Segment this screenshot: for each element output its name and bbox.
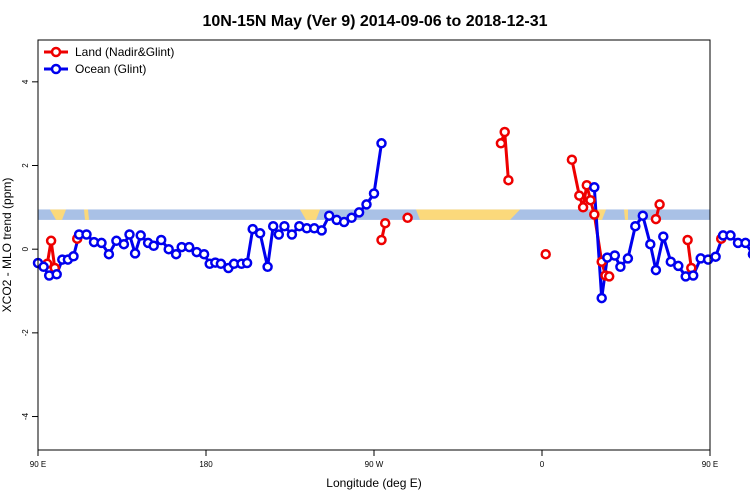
legend-label-land: Land (Nadir&Glint): [75, 45, 174, 59]
reference-band: [38, 209, 710, 220]
data-point-ocean: [673, 260, 684, 272]
data-point-ocean: [262, 261, 273, 273]
data-point-land: [585, 194, 596, 206]
legend: Land (Nadir&Glint) Ocean (Glint): [44, 45, 174, 76]
data-point-ocean: [637, 210, 649, 221]
data-point-land: [499, 126, 510, 138]
data-point-land: [589, 209, 600, 220]
data-point-ocean: [247, 223, 258, 235]
data-point-land: [45, 235, 57, 247]
data-point-ocean: [241, 257, 253, 269]
data-point-ocean: [198, 248, 210, 260]
data-point-ocean: [215, 258, 227, 270]
data-point-ocean: [118, 238, 130, 250]
data-point-ocean: [96, 237, 107, 249]
data-point-ocean: [361, 199, 372, 210]
x-tick-label: 90 W: [365, 460, 384, 469]
data-point-land: [503, 174, 514, 186]
data-point-ocean: [279, 220, 290, 232]
band-ocean: [38, 209, 710, 220]
x-tick-label: 90 E: [30, 460, 46, 469]
x-axis: 90 E 180 90 W 0 90 E: [30, 450, 718, 469]
data-point-ocean: [51, 269, 62, 280]
data-point-ocean: [346, 212, 357, 224]
series-points: [32, 126, 750, 304]
data-point-ocean: [658, 231, 669, 242]
data-point-land: [650, 213, 662, 225]
data-point-ocean: [740, 237, 750, 249]
data-point-ocean: [170, 248, 182, 260]
x-axis-label: Longitude (deg E): [326, 476, 421, 490]
data-point-ocean: [273, 229, 285, 240]
x-tick-label: 0: [540, 460, 545, 469]
data-point-ocean: [254, 228, 266, 239]
data-point-ocean: [148, 240, 159, 252]
y-tick-label: 4: [21, 79, 30, 84]
y-tick-label: -2: [21, 329, 30, 337]
data-point-ocean: [103, 248, 115, 260]
data-point-land: [603, 271, 615, 282]
legend-label-ocean: Ocean (Glint): [75, 62, 146, 76]
band-land-patch: [624, 209, 628, 220]
data-point-ocean: [124, 229, 135, 240]
data-point-ocean: [267, 220, 279, 232]
chart-title: 10N-15N May (Ver 9) 2014-09-06 to 2018-1…: [202, 13, 547, 30]
data-point-land: [402, 212, 413, 224]
band-land-patch: [300, 209, 320, 220]
data-point-ocean: [81, 229, 92, 240]
data-point-ocean: [710, 251, 721, 262]
data-point-ocean: [615, 261, 626, 273]
data-point-ocean: [725, 230, 736, 241]
data-point-land: [566, 154, 578, 165]
y-tick-label: 2: [21, 163, 30, 168]
data-point-ocean: [338, 216, 350, 228]
band-land-patch: [50, 209, 66, 220]
data-point-ocean: [323, 210, 335, 221]
band-land-patch: [416, 209, 520, 220]
data-point-ocean: [68, 251, 79, 262]
series-line-ocean: [592, 187, 750, 300]
data-point-ocean: [376, 138, 387, 149]
data-point-land: [682, 234, 693, 246]
data-point-ocean: [645, 238, 656, 250]
legend-marker-land: [50, 46, 62, 58]
data-point-ocean: [155, 234, 167, 246]
data-point-ocean: [163, 243, 174, 255]
data-point-ocean: [38, 261, 49, 273]
data-point-ocean: [135, 230, 146, 241]
x-tick-label: 90 E: [702, 460, 718, 469]
data-point-land: [540, 248, 551, 260]
data-point-ocean: [622, 253, 634, 264]
x-tick-label: 180: [199, 460, 213, 469]
data-point-ocean: [129, 248, 141, 259]
data-point-ocean: [589, 182, 600, 193]
data-point-ocean: [650, 264, 662, 276]
data-point-land: [495, 138, 507, 149]
legend-marker-ocean: [50, 63, 62, 75]
data-point-ocean: [316, 225, 327, 236]
data-point-ocean: [183, 241, 195, 253]
data-point-land: [654, 199, 665, 210]
data-point-ocean: [609, 250, 621, 261]
band-land-patch: [84, 209, 89, 220]
data-point-land: [574, 190, 585, 201]
data-point-ocean: [286, 229, 298, 240]
data-point-ocean: [368, 188, 380, 199]
data-point-land: [376, 234, 387, 246]
data-point-ocean: [630, 220, 641, 232]
data-point-ocean: [665, 256, 677, 267]
data-point-ocean: [687, 270, 699, 281]
data-point-land: [379, 217, 391, 229]
y-axis: -4 -2 0 2 4: [21, 79, 38, 420]
data-point-ocean: [596, 292, 607, 304]
data-point-land: [577, 202, 589, 213]
data-point-ocean: [353, 207, 365, 218]
y-tick-label: -4: [21, 412, 30, 420]
y-tick-label: 0: [21, 246, 30, 251]
y-axis-label: XCO2 - MLO trend (ppm): [0, 178, 14, 313]
series-line-ocean: [37, 143, 383, 277]
